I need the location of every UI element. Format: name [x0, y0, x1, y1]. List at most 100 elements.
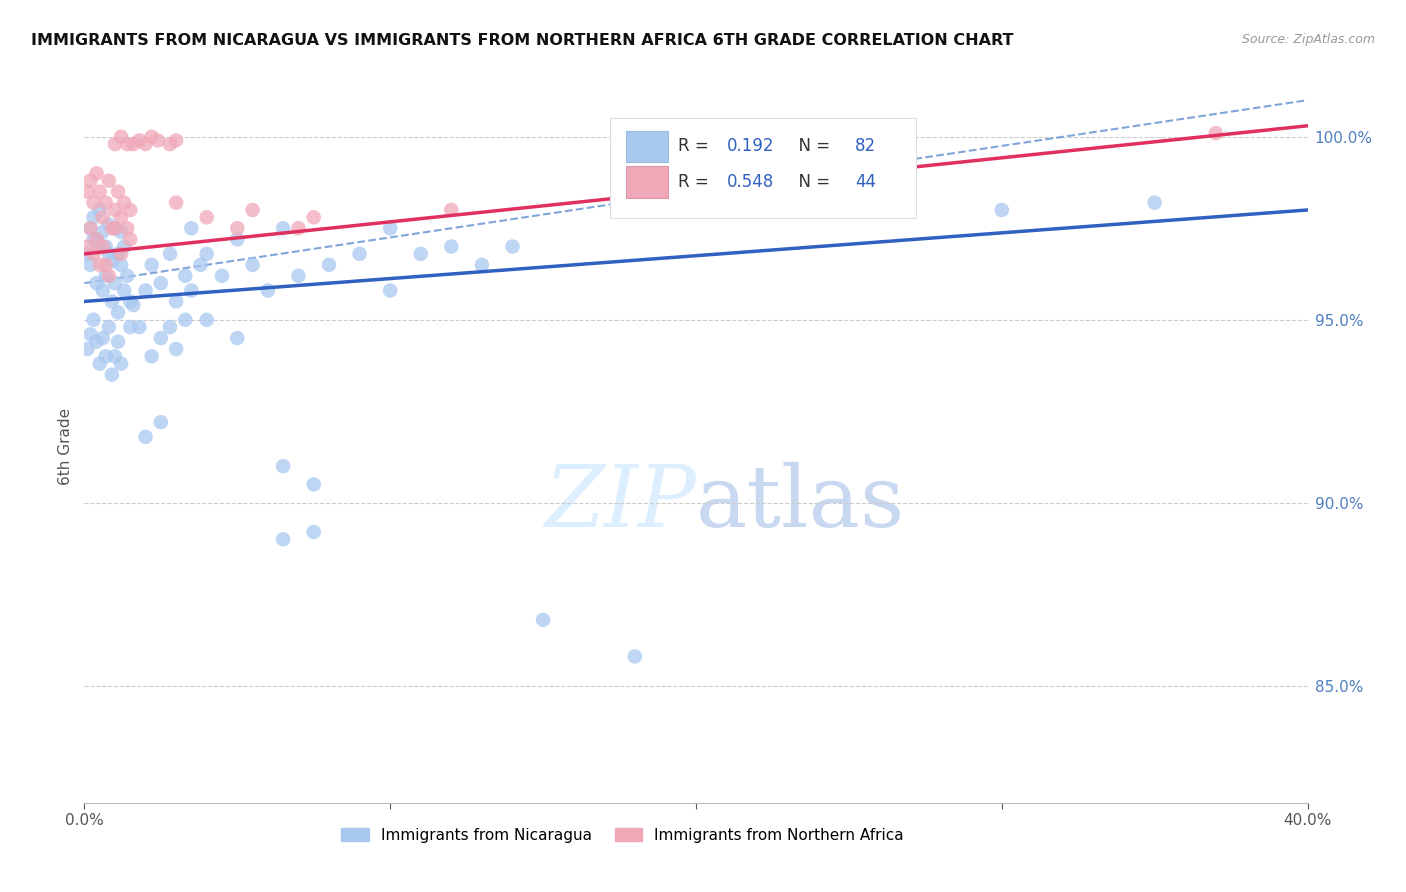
Point	[149, 415, 172, 429]
Point	[115, 137, 138, 152]
Point	[97, 218, 120, 232]
Text: IMMIGRANTS FROM NICARAGUA VS IMMIGRANTS FROM NORTHERN AFRICA 6TH GRADE CORRELATI: IMMIGRANTS FROM NICARAGUA VS IMMIGRANTS …	[31, 33, 1014, 48]
Point	[122, 137, 145, 152]
Point	[211, 268, 233, 283]
Point	[1143, 195, 1166, 210]
Point	[302, 477, 325, 491]
Point	[380, 221, 402, 235]
Point	[271, 533, 294, 547]
Point	[409, 247, 432, 261]
Point	[94, 239, 117, 253]
Point	[471, 258, 494, 272]
Point	[83, 232, 105, 246]
Point	[141, 349, 163, 363]
Point	[440, 202, 463, 217]
Point	[135, 430, 157, 444]
Point	[624, 649, 647, 664]
Point	[120, 232, 142, 246]
Point	[165, 342, 187, 356]
Point	[97, 320, 120, 334]
Point	[86, 232, 108, 246]
Point	[91, 225, 114, 239]
Point	[302, 524, 325, 539]
Point	[94, 195, 117, 210]
Point	[110, 258, 132, 272]
Point	[287, 268, 309, 283]
Point	[502, 239, 524, 253]
Point	[101, 254, 124, 268]
Point	[83, 247, 105, 261]
Point	[91, 331, 114, 345]
Point	[79, 258, 101, 272]
Point	[104, 137, 127, 152]
Point	[110, 247, 132, 261]
Point	[141, 258, 163, 272]
Point	[318, 258, 340, 272]
Point	[112, 284, 135, 298]
Point	[149, 276, 172, 290]
Point	[94, 258, 117, 272]
Point	[242, 202, 264, 217]
Text: atlas: atlas	[696, 461, 905, 545]
FancyBboxPatch shape	[626, 166, 668, 198]
Point	[195, 247, 218, 261]
Point	[120, 320, 142, 334]
Point	[110, 357, 132, 371]
Point	[122, 298, 145, 312]
Point	[165, 195, 187, 210]
Point	[76, 239, 98, 253]
Point	[79, 174, 101, 188]
Point	[242, 258, 264, 272]
FancyBboxPatch shape	[626, 130, 668, 162]
Point	[128, 320, 150, 334]
Point	[104, 221, 127, 235]
Point	[135, 137, 157, 152]
Point	[112, 239, 135, 253]
Text: 0.192: 0.192	[727, 137, 775, 155]
Point	[195, 211, 218, 225]
Point	[79, 327, 101, 342]
Point	[226, 331, 249, 345]
Point	[991, 202, 1014, 217]
Y-axis label: 6th Grade: 6th Grade	[58, 408, 73, 484]
Point	[104, 202, 127, 217]
Point	[86, 276, 108, 290]
Point	[86, 334, 108, 349]
Point	[115, 221, 138, 235]
Point	[107, 247, 129, 261]
Point	[89, 239, 111, 253]
Point	[141, 129, 163, 144]
Point	[190, 258, 212, 272]
Point	[165, 294, 187, 309]
Point	[91, 211, 114, 225]
Point	[110, 211, 132, 225]
Point	[97, 268, 120, 283]
Legend: Immigrants from Nicaragua, Immigrants from Northern Africa: Immigrants from Nicaragua, Immigrants fr…	[335, 822, 910, 848]
Point	[128, 133, 150, 147]
Text: 44: 44	[855, 173, 876, 191]
Point	[89, 258, 111, 272]
Point	[146, 133, 169, 147]
Point	[79, 221, 101, 235]
Point	[159, 247, 181, 261]
FancyBboxPatch shape	[610, 118, 917, 218]
Text: N =: N =	[787, 173, 835, 191]
Point	[159, 137, 181, 152]
Point	[180, 284, 202, 298]
Point	[94, 268, 117, 283]
Point	[174, 312, 197, 326]
Point	[110, 225, 132, 239]
Point	[101, 368, 124, 382]
Text: Source: ZipAtlas.com: Source: ZipAtlas.com	[1241, 33, 1375, 46]
Point	[104, 349, 127, 363]
Point	[271, 459, 294, 474]
Point	[1205, 126, 1227, 140]
Point	[380, 284, 402, 298]
Point	[86, 232, 108, 246]
Point	[76, 342, 98, 356]
Point	[89, 185, 111, 199]
Point	[91, 239, 114, 253]
Point	[101, 221, 124, 235]
Point	[174, 268, 197, 283]
Point	[115, 268, 138, 283]
